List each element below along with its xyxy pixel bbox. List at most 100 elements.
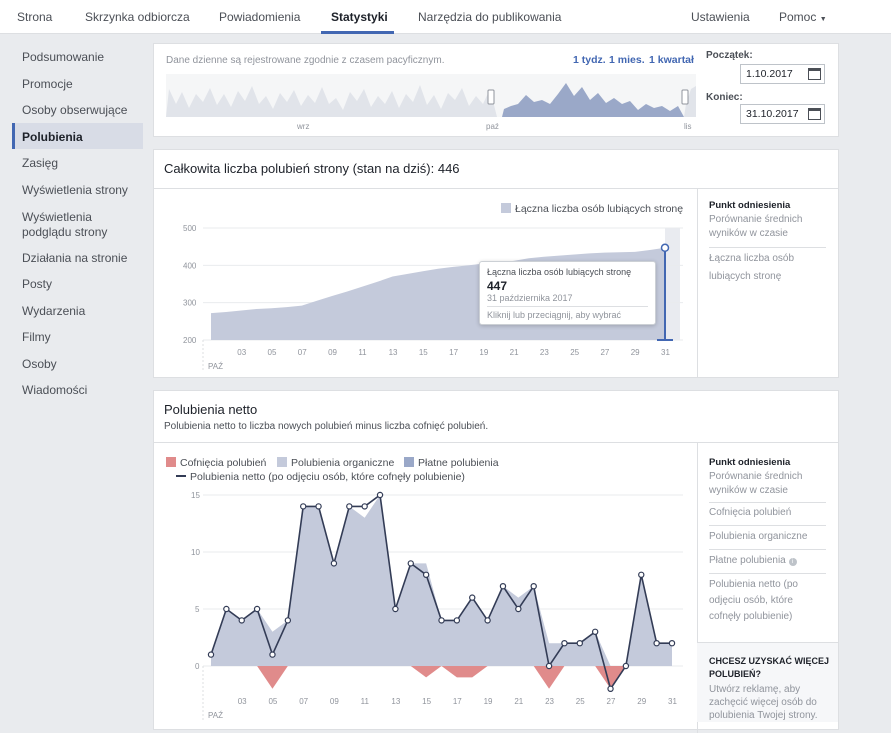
net-likes-point	[668, 639, 676, 647]
divider	[709, 502, 826, 503]
benchmark-item-paid[interactable]: Płatne polubienia i	[709, 554, 797, 568]
promo-box: CHCESZ UZYSKAĆ WIĘCEJ POLUBIEŃ? Utwórz r…	[697, 642, 838, 722]
net-benchmark-panel: Punkt odniesienia Porównanie średnich wy…	[709, 456, 826, 498]
selection-marker-point	[660, 243, 670, 253]
sidebar-item-likes[interactable]: Polubienia	[22, 130, 83, 144]
sidebar-item-followers[interactable]: Osoby obserwujące	[22, 103, 128, 117]
sidebar-item-promotions[interactable]: Promocje	[22, 77, 73, 91]
legend-organic[interactable]: Polubienia organiczne	[277, 457, 394, 469]
net-likes-point	[515, 605, 522, 613]
tab-inbox[interactable]: Skrzynka odbiorcza	[85, 10, 190, 24]
sidebar-item-actions[interactable]: Działania na stronie	[22, 251, 128, 265]
y-tick-label: 500	[183, 224, 197, 233]
tab-page[interactable]: Strona	[17, 10, 53, 24]
x-tick-label: 05	[268, 348, 277, 357]
range-overview-area-selected	[502, 83, 684, 117]
calendar-icon[interactable]	[808, 108, 821, 120]
range-overview-chart[interactable]: wrz paź lis	[166, 74, 696, 134]
benchmark-item-net[interactable]: Polubienia netto (po odjęciu osób, które…	[709, 579, 798, 622]
x-tick-label: 03	[238, 697, 247, 706]
net-likes-subtitle: Polubienia netto to liczba nowych polubi…	[164, 421, 489, 432]
hover-column	[665, 228, 680, 340]
sidebar-item-posts[interactable]: Posty	[22, 277, 53, 291]
net-likes-point	[438, 617, 445, 624]
divider	[697, 189, 698, 377]
tab-notifications[interactable]: Powiadomienia	[219, 10, 301, 24]
divider	[709, 573, 826, 574]
x-tick-label: 13	[391, 697, 400, 706]
legend-unlikes-label: Cofnięcia polubień	[180, 457, 267, 469]
sidebar-item-page-views[interactable]: Wyświetlenia strony	[22, 183, 128, 197]
net-likes-point	[622, 662, 630, 670]
range-handle-right[interactable]	[681, 89, 689, 105]
legend-swatch	[166, 457, 176, 467]
sidebar-item-overview[interactable]: Podsumowanie	[22, 50, 105, 64]
sidebar-item-events[interactable]: Wydarzenia	[22, 304, 86, 318]
x-tick-label: 17	[449, 348, 458, 357]
active-tab-indicator	[321, 31, 394, 34]
x-tick-label: 23	[540, 348, 549, 357]
range-handle-left[interactable]	[487, 89, 495, 105]
sidebar-selection-highlight	[12, 123, 143, 149]
net-benchmark-subtitle: Porównanie średnich wyników w czasie	[709, 471, 803, 496]
legend-paid[interactable]: Płatne polubienia	[404, 457, 499, 469]
net-likes-title: Polubienia netto	[164, 402, 258, 417]
preset-1-month[interactable]: 1 mies.	[609, 54, 645, 66]
net-likes-point	[392, 605, 399, 613]
x-tick-label: 31	[661, 348, 670, 357]
help-menu[interactable]: Pomoc ▼	[779, 10, 827, 24]
x-tick-label: 17	[453, 697, 462, 706]
benchmark-item-organic[interactable]: Polubienia organiczne	[709, 531, 808, 542]
net-likes-point	[453, 617, 461, 624]
end-label: Koniec:	[706, 92, 743, 103]
legend-unlikes[interactable]: Cofnięcia polubień	[166, 457, 266, 469]
legend-net[interactable]: Polubienia netto (po odjęciu osób, które…	[176, 471, 465, 483]
sidebar-item-people[interactable]: Osoby	[22, 357, 57, 371]
net-likes-point	[499, 582, 507, 590]
benchmark-panel: Punkt odniesienia Porównanie średnich wy…	[709, 199, 826, 241]
x-tick-label: 19	[479, 348, 488, 357]
x-tick-label: 29	[631, 348, 640, 357]
promo-text[interactable]: Utwórz reklamę, aby zachęcić więcej osób…	[709, 684, 818, 721]
x-tick-label: 23	[545, 697, 554, 706]
net-likes-point	[361, 503, 368, 510]
range-overview-area-right	[684, 86, 696, 117]
x-month-label: PAŹ	[208, 711, 223, 720]
info-icon[interactable]: i	[788, 558, 797, 566]
sidebar-item-reach[interactable]: Zasięg	[22, 156, 59, 170]
benchmark-item-total[interactable]: Łączna liczba osób lubiących stronę	[709, 253, 795, 282]
start-date-value: 1.10.2017	[746, 68, 793, 80]
preset-1-week[interactable]: 1 tydz.	[573, 54, 606, 66]
divider	[709, 525, 826, 526]
y-tick-label: 200	[183, 336, 197, 345]
divider	[154, 442, 838, 443]
help-label: Pomoc	[779, 10, 817, 24]
preset-1-quarter[interactable]: 1 kwartał	[649, 54, 694, 66]
tab-insights[interactable]: Statystyki	[331, 10, 388, 24]
x-tick-label: 15	[419, 348, 428, 357]
net-likes-point	[284, 617, 292, 624]
sidebar-item-messages[interactable]: Wiadomości	[22, 383, 88, 397]
benchmark-item-unlikes[interactable]: Cofnięcia polubień	[709, 507, 792, 518]
x-tick-label: 07	[298, 348, 307, 357]
benchmark-item-paid-label: Płatne polubienia	[709, 555, 786, 566]
sidebar-item-page-previews[interactable]: Wyświetlenia podglądu strony	[22, 210, 108, 239]
benchmark-title: Punkt odniesienia	[709, 200, 791, 211]
y-tick-label: 10	[191, 548, 200, 557]
y-tick-label: 15	[191, 491, 200, 500]
range-tick-nov: lis	[684, 122, 692, 131]
start-date-input[interactable]: 1.10.2017	[740, 64, 825, 84]
net-likes-point	[653, 639, 660, 647]
tab-publishing-tools[interactable]: Narzędzia do publikowania	[418, 10, 562, 24]
x-tick-label: 19	[484, 697, 493, 706]
calendar-icon[interactable]	[808, 68, 821, 80]
settings-link[interactable]: Ustawienia	[691, 10, 750, 24]
sidebar-item-videos[interactable]: Filmy	[22, 330, 51, 344]
total-legend-item[interactable]: Łączna liczba osób lubiących stronę	[501, 203, 683, 215]
tooltip-hint: Kliknij lub przeciągnij, aby wybrać	[487, 310, 622, 320]
range-tick-sep: wrz	[296, 122, 309, 131]
end-date-input[interactable]: 31.10.2017	[740, 104, 825, 124]
x-tick-label: 11	[358, 348, 367, 357]
x-tick-label: 25	[576, 697, 585, 706]
